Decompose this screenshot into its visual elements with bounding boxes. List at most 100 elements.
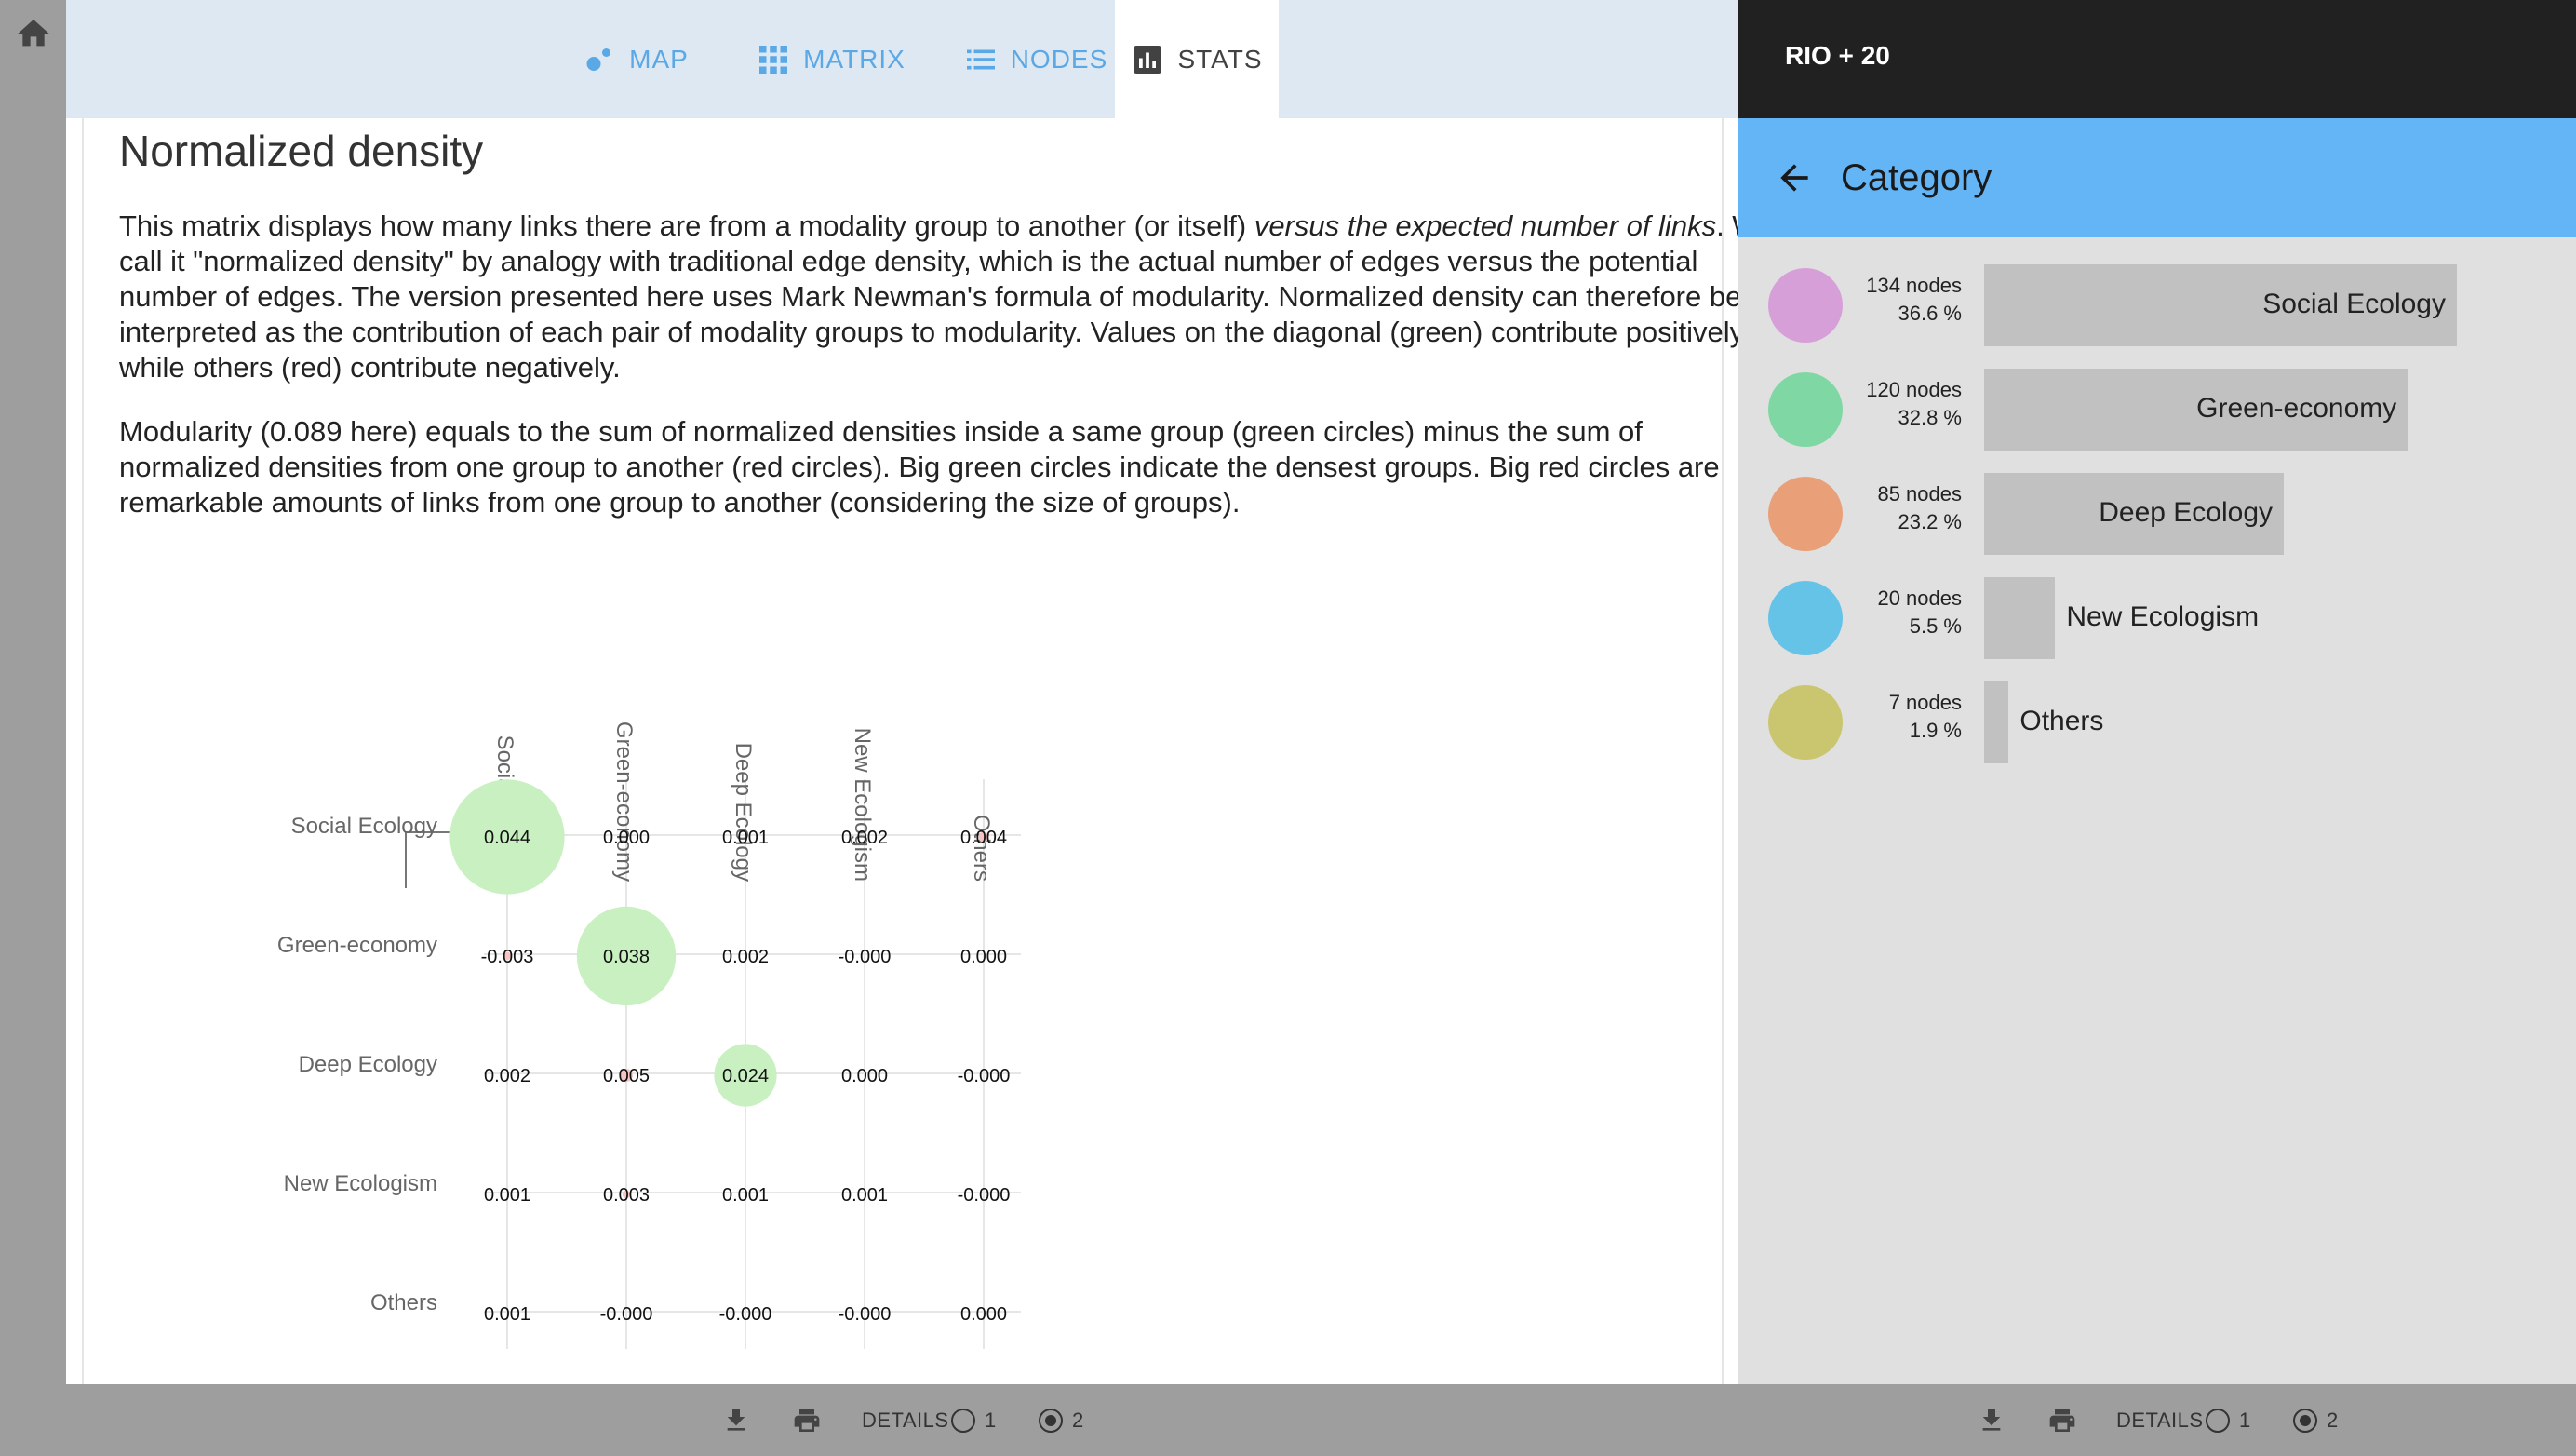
footer-bar: DETAILS 1 2 DETAILS 1 2: [0, 1384, 2576, 1456]
arrow-back-icon[interactable]: [1774, 157, 1815, 198]
density-value: 0.001: [722, 828, 769, 848]
para1-start: This matrix displays how many links ther…: [119, 209, 1254, 242]
density-value: 0.000: [960, 1304, 1007, 1325]
right-panel-header: RIO + 20: [1738, 0, 2576, 118]
density-value: 0.000: [603, 828, 650, 848]
category-color-swatch: [1768, 477, 1843, 551]
density-value: -0.000: [958, 1185, 1011, 1206]
density-circle: [620, 1069, 633, 1082]
density-value: 0.005: [603, 1066, 650, 1086]
print-button-right[interactable]: [2047, 1405, 2077, 1436]
row-label: Deep Ecology: [299, 1052, 437, 1077]
category-count: 134 nodes: [1866, 274, 1962, 297]
option-2-label: 2: [1072, 1409, 1084, 1432]
density-value: 0.001: [841, 1185, 888, 1206]
details-label: DETAILS: [862, 1409, 949, 1432]
density-circle: [714, 1044, 777, 1107]
map-icon: [586, 47, 611, 71]
row-label: Others: [370, 1290, 437, 1315]
category-bar: [1984, 473, 2284, 555]
print-icon: [2049, 1409, 2075, 1432]
details-label-right: DETAILS: [2116, 1409, 2204, 1432]
description-paragraph-1: This matrix displays how many links ther…: [119, 209, 1738, 385]
print-button[interactable]: [792, 1405, 822, 1436]
download-button[interactable]: [721, 1405, 751, 1436]
column-label: Others: [969, 815, 994, 882]
tab-nodes-label: NODES: [1010, 44, 1108, 74]
category-count: 85 nodes: [1877, 482, 1962, 506]
option-2-label-right: 2: [2327, 1409, 2339, 1432]
density-circle: [978, 831, 989, 843]
tab-stats[interactable]: STATS: [1115, 0, 1279, 118]
category-color-swatch: [1768, 268, 1843, 343]
category-percent: 1.9 %: [1909, 719, 1962, 742]
row-label: Social Ecology: [291, 814, 437, 839]
category-item[interactable]: 85 nodes 23.2 % Deep Ecology: [1738, 473, 2576, 557]
density-value: 0.024: [722, 1066, 769, 1086]
category-color-swatch: [1768, 581, 1843, 655]
tab-matrix[interactable]: MATRIX: [729, 0, 933, 118]
category-count: 120 nodes: [1866, 378, 1962, 401]
density-value: -0.000: [600, 1304, 653, 1325]
category-label: New Ecologism: [2066, 601, 2260, 632]
description-paragraph-2: Modularity (0.089 here) equals to the su…: [119, 415, 1720, 519]
category-label: Green-economy: [2196, 393, 2397, 424]
density-value: 0.001: [484, 1304, 530, 1325]
category-percent: 32.8 %: [1898, 406, 1963, 429]
option-1-label-right: 1: [2239, 1409, 2251, 1432]
details-option-2[interactable]: 2: [1039, 1405, 1084, 1436]
right-panel: RIO + 20 Category 134 nodes 36.6 % Social …: [1738, 0, 2576, 1384]
tab-bar: MAP MATRIX NODES: [66, 0, 1738, 118]
category-count: 7 nodes: [1888, 691, 1962, 714]
density-value: 0.001: [722, 1185, 769, 1206]
tab-map[interactable]: MAP: [543, 0, 729, 118]
column-label: Green-economy: [611, 721, 637, 882]
category-bar: [1984, 264, 2457, 346]
para1-end: . We call it "normalized density" by ana…: [119, 209, 1738, 384]
category-bar: [1984, 681, 2009, 763]
details-option-1-right[interactable]: 1: [2206, 1405, 2251, 1436]
radio-checked-icon: [2293, 1409, 2317, 1433]
category-item[interactable]: 120 nodes 32.8 % Green-economy: [1738, 369, 2576, 452]
category-item[interactable]: 134 nodes 36.6 % Social Ecology: [1738, 264, 2576, 348]
category-header: Category: [1738, 118, 2576, 237]
download-icon: [727, 1409, 745, 1431]
list-icon: [966, 49, 995, 69]
column-label: Deep Ecology: [731, 743, 756, 882]
density-circle: [622, 1190, 631, 1199]
tab-map-label: MAP: [629, 44, 689, 74]
density-value: -0.000: [958, 1066, 1011, 1086]
main-panel: MAP MATRIX NODES: [66, 0, 1738, 1384]
density-value: -0.000: [839, 1304, 892, 1325]
details-option-2-right[interactable]: 2: [2293, 1405, 2339, 1436]
tab-matrix-label: MATRIX: [803, 44, 906, 74]
print-icon: [794, 1409, 820, 1432]
density-value: -0.000: [719, 1304, 772, 1325]
category-item[interactable]: 20 nodes 5.5 % New Ecologism: [1738, 577, 2576, 661]
category-bar: [1984, 369, 2408, 451]
radio-checked-icon: [1039, 1409, 1063, 1433]
category-color-swatch: [1768, 685, 1843, 760]
category-item[interactable]: 7 nodes 1.9 % Others: [1738, 681, 2576, 765]
radio-unchecked-icon: [2206, 1409, 2230, 1433]
tab-nodes[interactable]: NODES: [933, 0, 1138, 118]
density-circle: [503, 951, 512, 961]
category-label: Social Ecology: [2262, 289, 2446, 319]
row-label: Green-economy: [277, 933, 437, 958]
matrix-grid-icon: [759, 45, 788, 74]
radio-unchecked-icon: [951, 1409, 975, 1433]
density-value: 0.044: [484, 828, 530, 848]
project-title: RIO + 20: [1785, 41, 1890, 70]
download-icon: [1982, 1409, 2001, 1431]
para1-emphasis: versus the expected number of links: [1254, 209, 1717, 242]
details-option-1[interactable]: 1: [951, 1405, 997, 1436]
density-value: 0.002: [484, 1066, 530, 1086]
category-count: 20 nodes: [1877, 586, 1962, 610]
density-value: 0.002: [841, 828, 888, 848]
download-button-right[interactable]: [1977, 1405, 2006, 1436]
category-percent: 23.2 %: [1898, 510, 1963, 533]
category-percent: 5.5 %: [1909, 614, 1962, 638]
home-button[interactable]: [15, 15, 52, 52]
category-title: Category: [1841, 157, 1992, 198]
row-label: New Ecologism: [284, 1171, 437, 1196]
